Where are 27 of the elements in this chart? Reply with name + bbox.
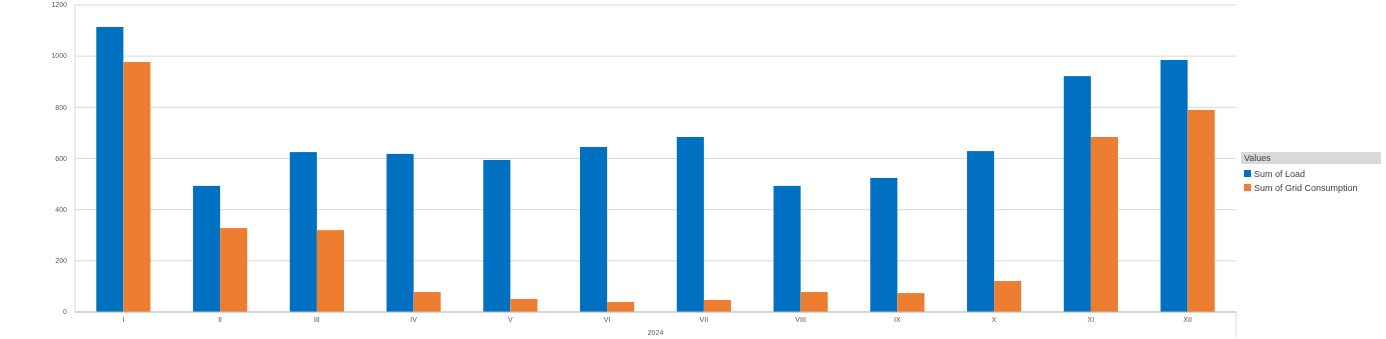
bar [994,281,1022,312]
bar [220,228,248,312]
bar [967,151,995,312]
bar [1160,60,1188,312]
bar [316,230,344,312]
bar [386,153,414,312]
bar [289,152,317,312]
bar [123,62,151,312]
legend-label: Sum of Grid Consumption [1254,183,1358,193]
bar [580,146,608,312]
bar [1187,109,1215,312]
bar [193,185,221,312]
bar [510,298,538,312]
bar [773,185,801,312]
bar [800,292,828,312]
bar [676,137,704,312]
bar [96,27,124,312]
legend-label: Sum of Load [1254,169,1306,179]
legend-title: Values [1244,153,1272,163]
bar [483,160,511,312]
bar [413,292,441,312]
bar [1063,76,1091,312]
bar [1090,137,1118,312]
bar [607,302,635,312]
bar [870,177,898,312]
bar [897,293,925,312]
bar [703,299,731,312]
